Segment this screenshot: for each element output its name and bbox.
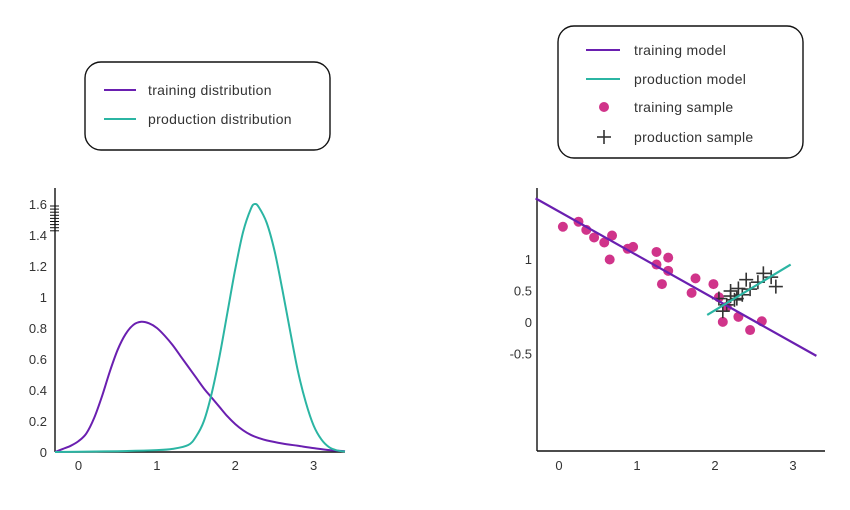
left-y-tick-1-4: 1.4	[29, 228, 47, 243]
right-y-tick-0: 0	[525, 315, 532, 330]
right-legend: training model production model training…	[557, 25, 804, 159]
density-chart: 0 0.2 0.4 0.6 0.8 1 1.2 1.4 1.6 0 1 2 3	[29, 188, 346, 473]
right-x-tick-labels: 0 1 2 3	[555, 458, 796, 473]
point-production-sample	[729, 291, 744, 306]
right-x-tick-2: 2	[711, 458, 718, 473]
left-legend-box	[84, 61, 331, 151]
right-y-tick-0-5: -0.5	[510, 347, 532, 362]
legend-label-training-distribution: training distribution	[148, 82, 272, 98]
point-training-sample	[557, 221, 568, 232]
point-production-sample	[768, 279, 783, 294]
left-y-tick-0: 0	[40, 445, 47, 460]
left-x-tick-3: 3	[310, 458, 317, 473]
left-y-tick-labels: 0 0.2 0.4 0.6 0.8 1 1.2 1.4 1.6	[29, 197, 47, 460]
left-x-tick-labels: 0 1 2 3	[75, 458, 317, 473]
legend-swatch-production-sample	[597, 130, 611, 144]
series-line-training-model	[535, 197, 817, 357]
point-training-sample	[607, 230, 618, 241]
point-training-sample	[708, 279, 719, 290]
right-x-tick-3: 3	[789, 458, 796, 473]
series-line-training-distribution	[54, 320, 346, 453]
point-training-sample	[690, 273, 701, 284]
right-x-tick-0: 0	[555, 458, 562, 473]
right-x-tick-1: 1	[633, 458, 640, 473]
point-training-sample	[717, 316, 728, 327]
point-training-sample	[663, 252, 674, 263]
right-y-tick-labels: -0.5 0 0.5 1	[510, 252, 532, 362]
left-x-tick-2: 2	[232, 458, 239, 473]
left-minor-ticks	[50, 205, 59, 232]
legend-label-production-sample: production sample	[634, 129, 754, 145]
right-y-tick-1: 1	[525, 252, 532, 267]
left-y-tick-1-6: 1.6	[29, 197, 47, 212]
left-x-tick-0: 0	[75, 458, 82, 473]
left-y-tick-0-2: 0.2	[29, 414, 47, 429]
left-x-tick-1: 1	[153, 458, 160, 473]
point-training-sample	[745, 325, 756, 336]
point-training-sample	[604, 254, 615, 265]
point-training-sample	[628, 241, 639, 252]
legend-label-production-distribution: production distribution	[148, 111, 292, 127]
point-training-sample	[599, 237, 610, 248]
left-legend: training distribution production distrib…	[84, 61, 331, 151]
left-y-tick-0-6: 0.6	[29, 352, 47, 367]
legend-label-training-model: training model	[634, 42, 726, 58]
right-series	[535, 197, 817, 357]
point-training-sample	[589, 232, 600, 243]
left-y-tick-0-8: 0.8	[29, 321, 47, 336]
point-training-sample	[656, 279, 667, 290]
point-production-sample	[739, 272, 754, 287]
right-legend-box	[557, 25, 804, 159]
left-y-tick-1-2: 1.2	[29, 259, 47, 274]
legend-label-training-sample: training sample	[634, 99, 733, 115]
left-y-tick-1: 1	[40, 290, 47, 305]
regression-chart: -0.5 0 0.5 1 0 1 2 3	[510, 188, 825, 473]
left-y-tick-0-4: 0.4	[29, 383, 47, 398]
point-production-sample	[756, 266, 771, 281]
series-line-production-model	[706, 263, 792, 316]
legend-swatch-training-sample	[599, 102, 609, 112]
right-y-tick-0-5: 0.5	[514, 284, 532, 299]
legend-label-production-model: production model	[634, 71, 746, 87]
series-line-production-distribution	[54, 202, 346, 453]
point-training-sample	[686, 287, 697, 298]
left-series	[54, 202, 346, 453]
point-training-sample	[651, 246, 662, 257]
